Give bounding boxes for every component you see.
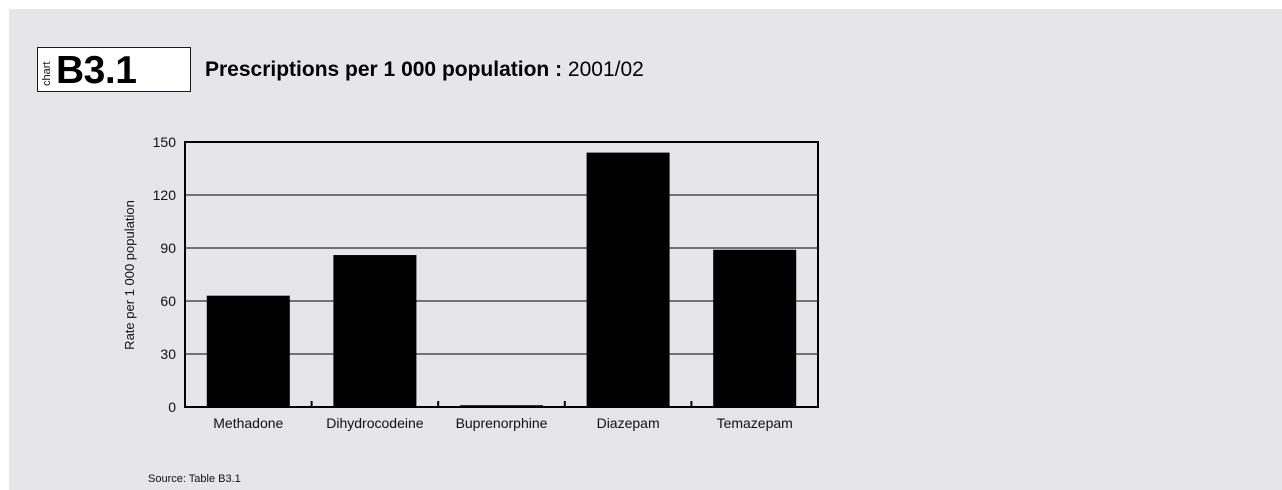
chart-title-period: 2001/02 xyxy=(562,58,644,81)
y-tick-label: 30 xyxy=(160,346,176,362)
y-tick-label: 90 xyxy=(160,240,176,256)
chart-badge: chart B3.1 xyxy=(37,47,191,92)
x-tick-label: Dihydrocodeine xyxy=(326,415,423,431)
plot-frame xyxy=(184,141,819,408)
y-tick-label: 120 xyxy=(153,187,177,203)
x-tick-label: Diazepam xyxy=(597,415,660,431)
chart-title-main: Prescriptions per 1 000 population : xyxy=(205,58,563,81)
axis-ticks: 0 30 60 90 120 150 Methadone Dihydrocodeine Bupr… xyxy=(153,134,819,431)
bar-dihydrocodeine xyxy=(333,255,417,407)
gridlines xyxy=(185,194,818,355)
bar-methadone xyxy=(206,295,290,407)
x-tick-label: Methadone xyxy=(213,415,283,431)
badge-chart-number: B3.1 xyxy=(56,49,137,92)
bar-diazepam xyxy=(586,152,670,407)
chart-title: Prescriptions per 1 000 population : 200… xyxy=(205,57,644,83)
y-axis-title: Rate per 1 000 population xyxy=(122,200,137,350)
y-tick-label: 0 xyxy=(168,399,176,415)
bar-temazepam xyxy=(713,249,797,407)
x-tick-label: Buprenorphine xyxy=(456,415,548,431)
y-tick-label: 60 xyxy=(160,293,176,309)
x-tick-label: Temazepam xyxy=(717,415,793,431)
source-note: Source: Table B3.1 xyxy=(148,473,241,485)
y-tick-label: 150 xyxy=(153,134,177,150)
bars xyxy=(206,152,797,407)
